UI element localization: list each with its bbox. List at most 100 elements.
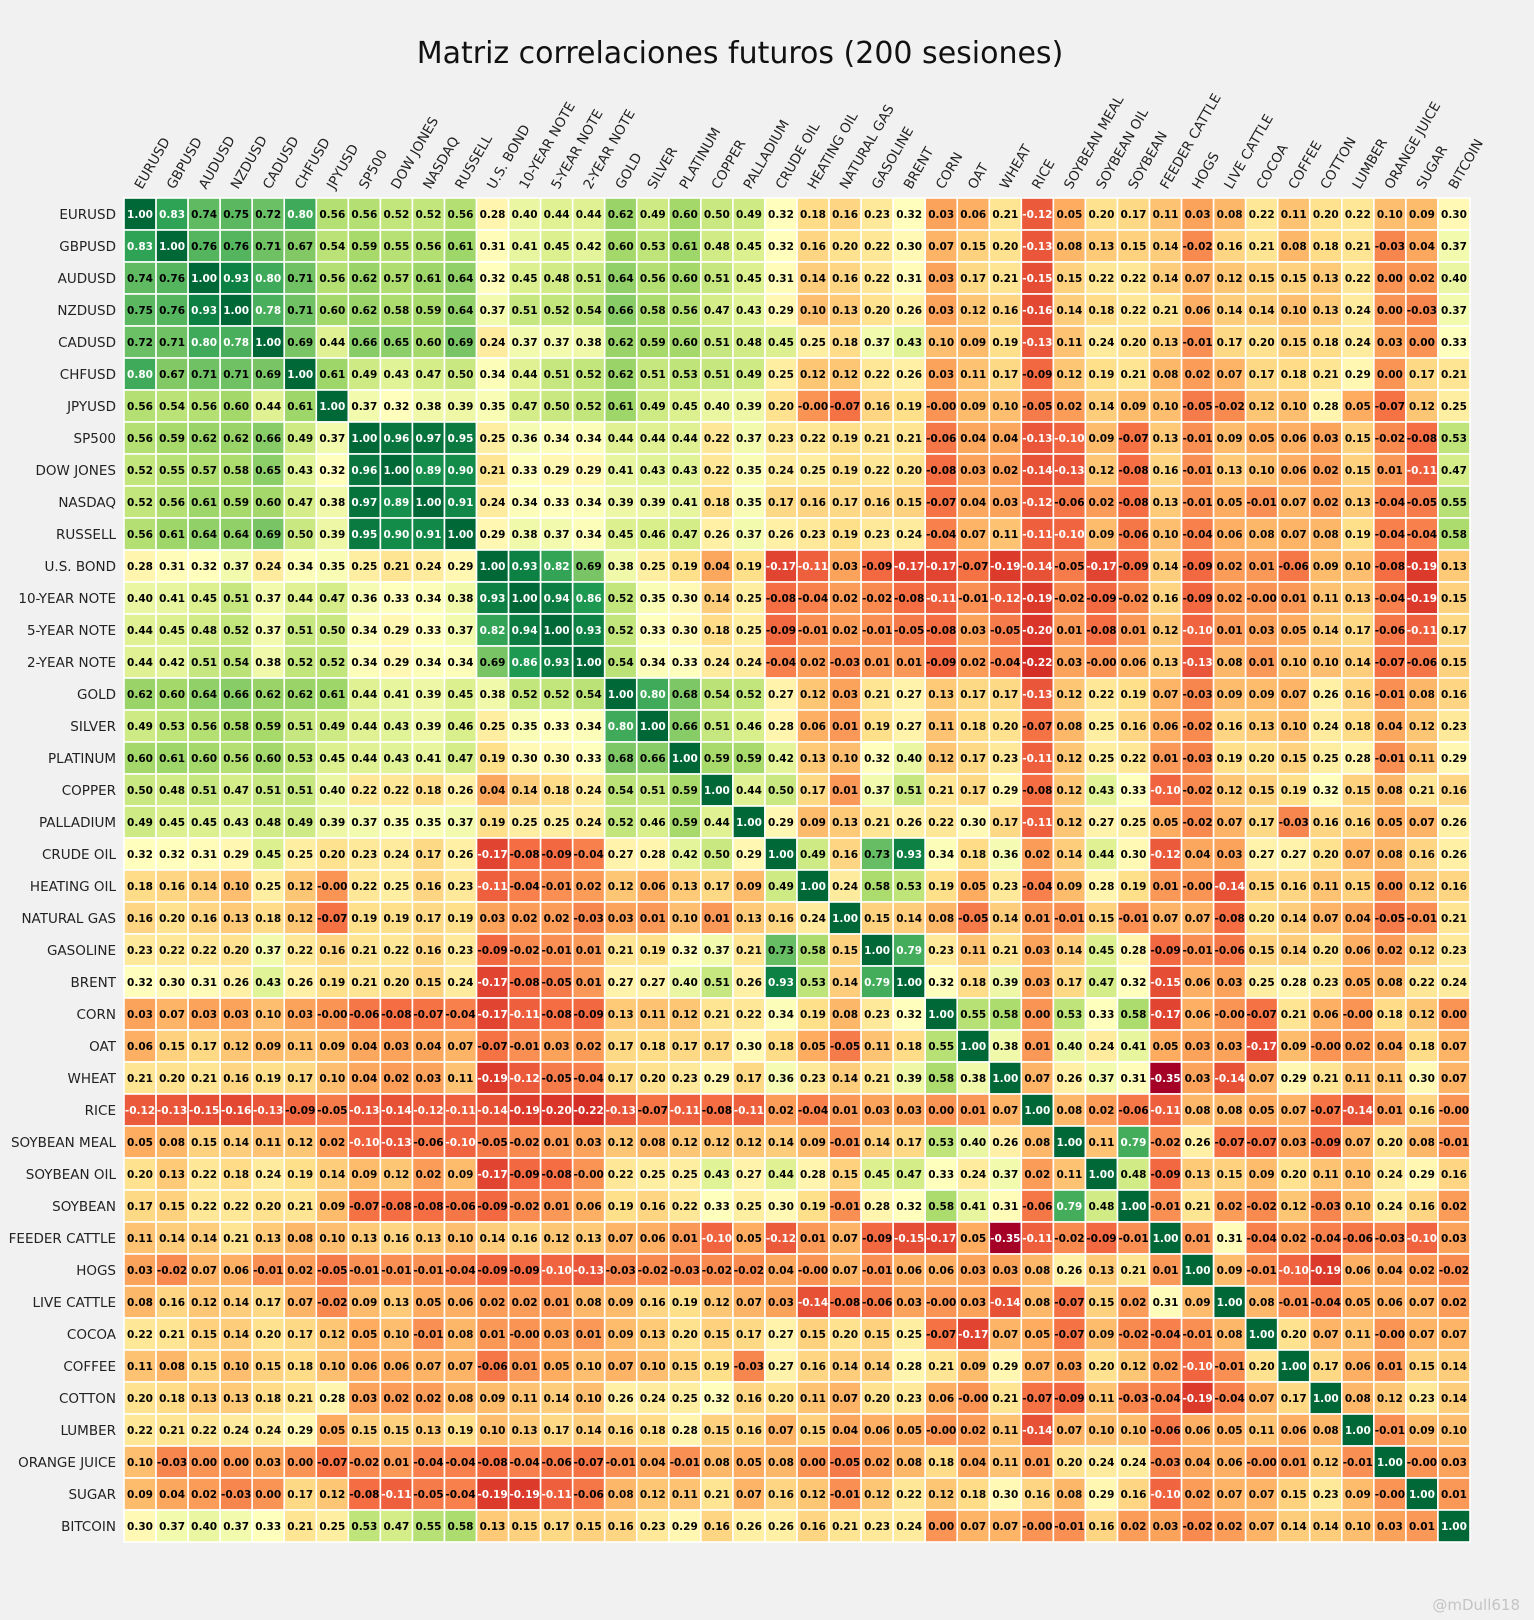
cell-value-label: 0.33	[672, 657, 698, 669]
cell-value-label: 0.08	[1056, 241, 1082, 253]
cell-value-label: 0.72	[127, 337, 153, 349]
cell-value-label: 0.53	[640, 241, 666, 253]
cell-value-label: 0.31	[191, 849, 217, 861]
cell-value-label: 0.74	[127, 273, 153, 285]
cell-value-label: 0.15	[1281, 1489, 1307, 1501]
cell-value-label: 0.17	[415, 849, 441, 861]
cell-value-label: -0.09	[509, 1169, 539, 1181]
cell-value-label: -0.11	[1022, 817, 1052, 829]
cell-value-label: 0.10	[480, 1425, 506, 1437]
heatmap-cell	[635, 293, 670, 327]
cell-value-label: 0.54	[576, 689, 602, 701]
cell-value-label: 0.11	[864, 1041, 890, 1053]
heatmap-cell	[1405, 261, 1439, 295]
cell-value-label: 0.12	[1153, 625, 1179, 637]
heatmap-cell	[155, 229, 189, 263]
cell-value-label: 0.01	[704, 913, 730, 925]
cell-value-label: 0.16	[1088, 1521, 1114, 1533]
cell-value-label: 0.10	[640, 1361, 666, 1373]
cell-value-label: 0.01	[832, 1105, 858, 1117]
cell-value-label: 0.06	[1153, 721, 1179, 733]
cell-value-label: -0.07	[1311, 1105, 1341, 1117]
cell-value-label: -0.04	[509, 1457, 539, 1469]
cell-value-label: 0.13	[1185, 1169, 1211, 1181]
cell-value-label: -0.04	[1375, 497, 1405, 509]
cell-value-label: 0.31	[1217, 1233, 1243, 1245]
cell-value-label: 0.56	[127, 529, 153, 541]
cell-value-label: 0.08	[448, 1329, 474, 1341]
cell-value-label: 0.16	[1441, 1169, 1467, 1181]
cell-value-label: -0.05	[542, 977, 572, 989]
cell-value-label: -0.11	[734, 1105, 764, 1117]
cell-value-label: 0.34	[351, 625, 377, 637]
cell-value-label: -0.07	[574, 1457, 604, 1469]
cell-value-label: 0.07	[832, 1233, 858, 1245]
heatmap-cell	[956, 293, 991, 327]
cell-value-label: 1.00	[800, 881, 826, 893]
cell-value-label: 0.06	[1217, 529, 1243, 541]
cell-value-label: 0.17	[704, 1041, 730, 1053]
cell-value-label: 0.16	[768, 913, 794, 925]
cell-value-label: 1.00	[159, 241, 185, 253]
cell-value-label: 0.22	[864, 273, 890, 285]
cell-value-label: 0.54	[704, 689, 730, 701]
heatmap-cell	[1437, 197, 1471, 231]
cell-value-label: 0.05	[1377, 817, 1403, 829]
cell-value-label: 0.14	[832, 1361, 858, 1373]
cell-value-label: 0.08	[1313, 529, 1339, 541]
cell-value-label: 0.54	[608, 657, 634, 669]
cell-value-label: 0.29	[992, 1361, 1018, 1373]
cell-value-label: 0.47	[287, 497, 313, 509]
cell-value-label: 0.11	[1345, 1329, 1371, 1341]
cell-value-label: 0.21	[832, 1521, 858, 1533]
cell-value-label: 0.00	[1377, 305, 1403, 317]
cell-value-label: 0.08	[448, 1393, 474, 1405]
cell-value-label: -0.09	[1086, 593, 1116, 605]
cell-value-label: 0.03	[896, 1297, 922, 1309]
cell-value-label: 0.19	[800, 1009, 826, 1021]
cell-value-label: -0.01	[670, 1457, 700, 1469]
cell-value-label: 0.60	[127, 753, 153, 765]
cell-value-label: -0.04	[990, 657, 1020, 669]
cell-value-label: 0.14	[1217, 305, 1243, 317]
cell-value-label: 0.28	[1088, 881, 1114, 893]
heatmap-cell	[1244, 229, 1279, 263]
cell-value-label: -0.08	[766, 593, 796, 605]
cell-value-label: 0.20	[992, 241, 1018, 253]
cell-value-label: 0.39	[896, 1073, 922, 1085]
cell-value-label: 0.22	[1249, 209, 1275, 221]
cell-value-label: 0.18	[704, 497, 730, 509]
row-label: ORANGE JUICE	[18, 1455, 116, 1471]
cell-value-label: 0.62	[608, 209, 634, 221]
cell-value-label: -0.00	[1375, 1329, 1405, 1341]
cell-value-label: -0.02	[638, 1265, 668, 1277]
cell-value-label: 0.26	[736, 1521, 762, 1533]
cell-value-label: 0.09	[448, 1169, 474, 1181]
cell-value-label: 0.03	[576, 1137, 602, 1149]
column-label: HOGS	[1189, 150, 1223, 192]
cell-value-label: 0.07	[1249, 1489, 1275, 1501]
row-label: 5-YEAR NOTE	[27, 623, 116, 639]
cell-value-label: 0.15	[800, 1425, 826, 1437]
row-label: NZDUSD	[57, 303, 116, 319]
cell-value-label: 0.42	[768, 753, 794, 765]
cell-value-label: 0.97	[415, 433, 441, 445]
cell-value-label: 0.66	[640, 753, 666, 765]
cell-value-label: 0.22	[704, 465, 730, 477]
cell-value-label: 0.07	[415, 1361, 441, 1373]
cell-value-label: 0.20	[768, 1393, 794, 1405]
cell-value-label: 0.34	[576, 529, 602, 541]
cell-value-label: 0.22	[736, 1009, 762, 1021]
cell-value-label: 0.13	[223, 913, 249, 925]
heatmap-cell	[155, 197, 189, 231]
cell-value-label: 0.07	[768, 1425, 794, 1437]
cell-value-label: 0.08	[928, 913, 954, 925]
cell-value-label: 0.21	[864, 433, 890, 445]
cell-value-label: 0.04	[1377, 1041, 1403, 1053]
cell-value-label: 0.19	[287, 1169, 313, 1181]
cell-value-label: 0.13	[1313, 273, 1339, 285]
cell-value-label: 0.39	[640, 497, 666, 509]
cell-value-label: 0.07	[159, 1009, 185, 1021]
cell-value-label: 0.26	[287, 977, 313, 989]
cell-value-label: 0.16	[736, 1425, 762, 1437]
